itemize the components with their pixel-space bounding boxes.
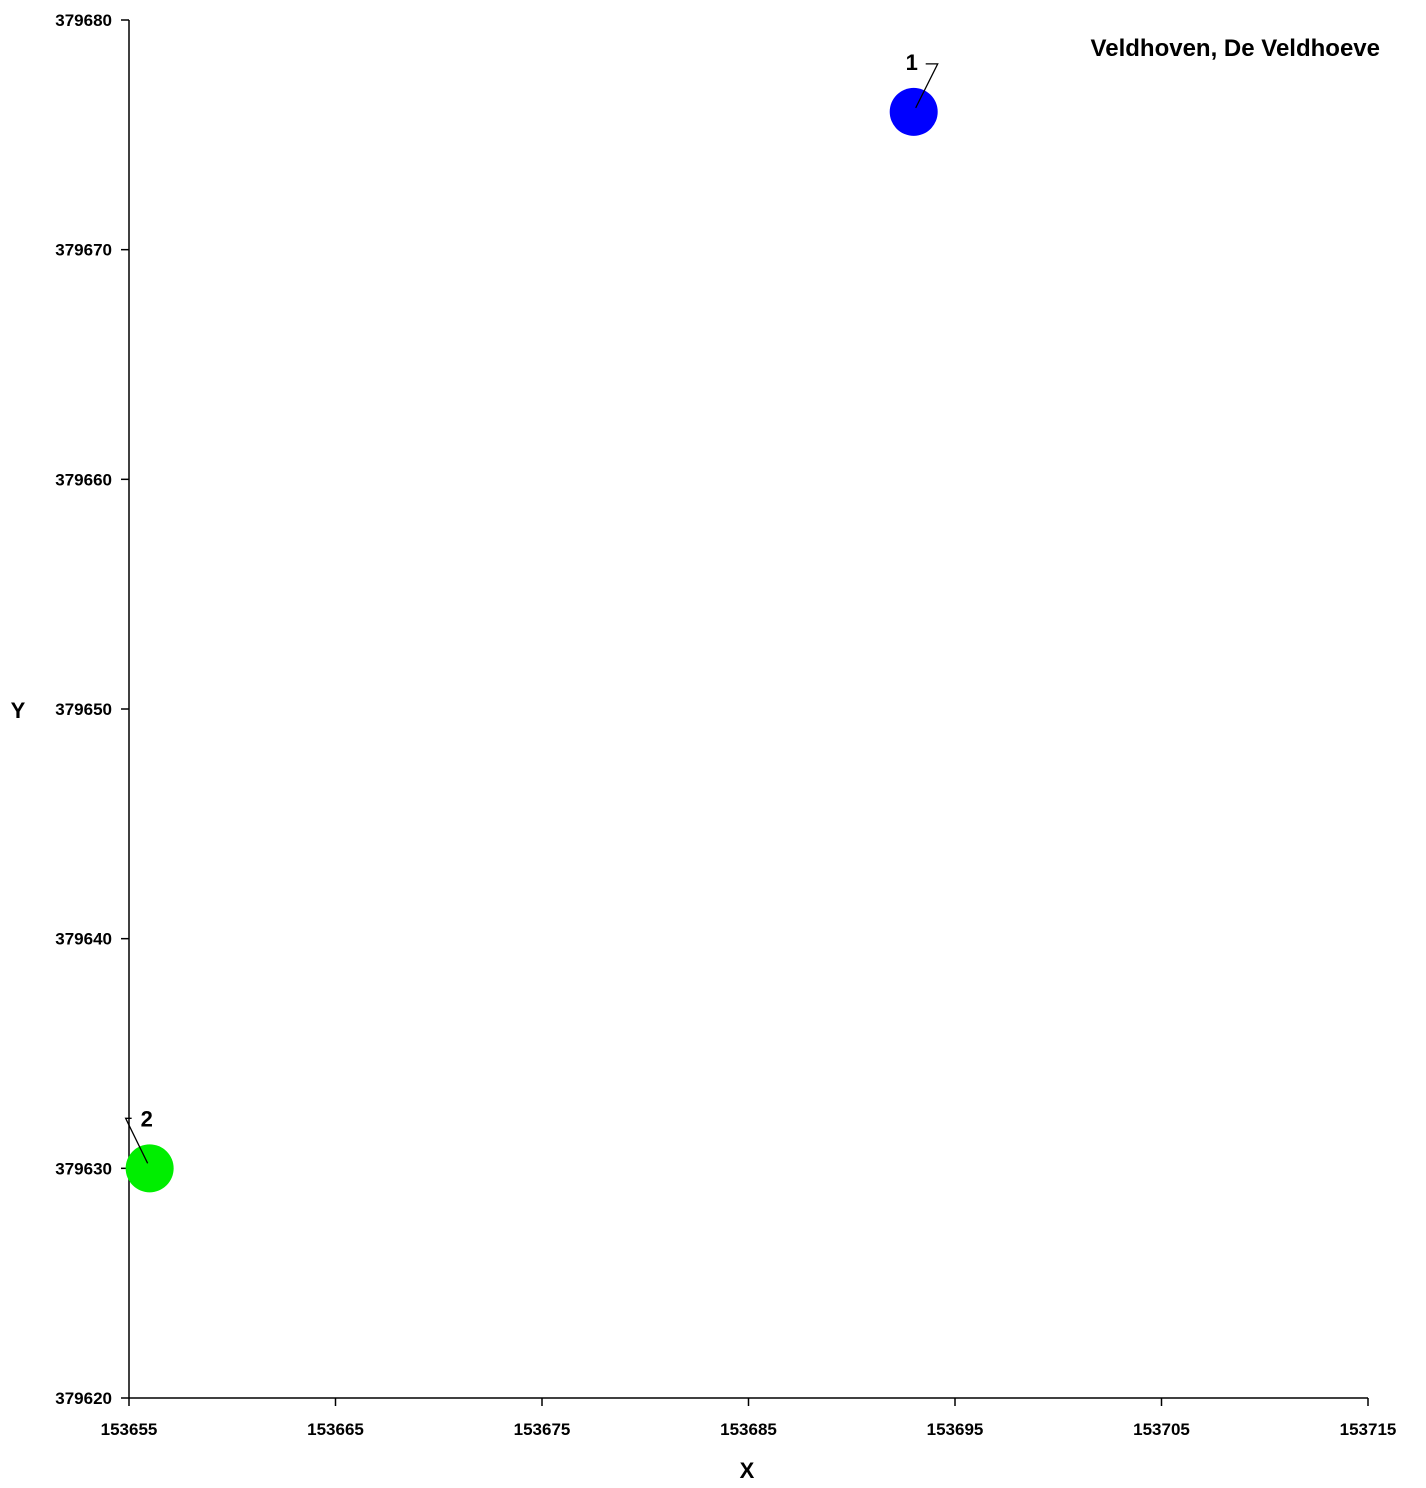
x-tick-label: 153695 [927,1420,984,1439]
axes [128,20,1368,1399]
point-leader-line [915,63,939,109]
x-axis-ticks: 153655 153665 153675 153685 153695 153705 1537… [101,1398,1397,1439]
data-point-2 [125,1144,174,1193]
point-leader-line [124,1117,149,1164]
x-tick-label: 153655 [101,1420,158,1439]
point-label-2: 2 [141,1106,153,1131]
y-tick-label: 379630 [55,1159,112,1178]
y-tick-label: 379620 [55,1389,112,1408]
x-tick-label: 153685 [720,1420,777,1439]
chart-title: Veldhoven, De Veldhoeve [1091,35,1380,62]
y-tick-label: 379660 [55,470,112,489]
x-axis-title: X [740,1458,755,1483]
y-tick-label: 379640 [55,930,112,949]
y-tick-label: 379650 [55,700,112,719]
data-points: 12 [124,50,939,1193]
y-tick-label: 379680 [55,11,112,30]
data-point-1 [889,87,938,136]
y-tick-label: 379670 [55,241,112,260]
x-tick-label: 153705 [1133,1420,1190,1439]
x-tick-label: 153665 [307,1420,364,1439]
x-tick-label: 153715 [1340,1420,1397,1439]
x-tick-label: 153675 [514,1420,571,1439]
y-axis-title: Y [11,698,26,723]
point-label-1: 1 [906,50,918,75]
y-axis-ticks: 379620 379630 379640 379650 379660 379670 3796… [55,11,129,1408]
